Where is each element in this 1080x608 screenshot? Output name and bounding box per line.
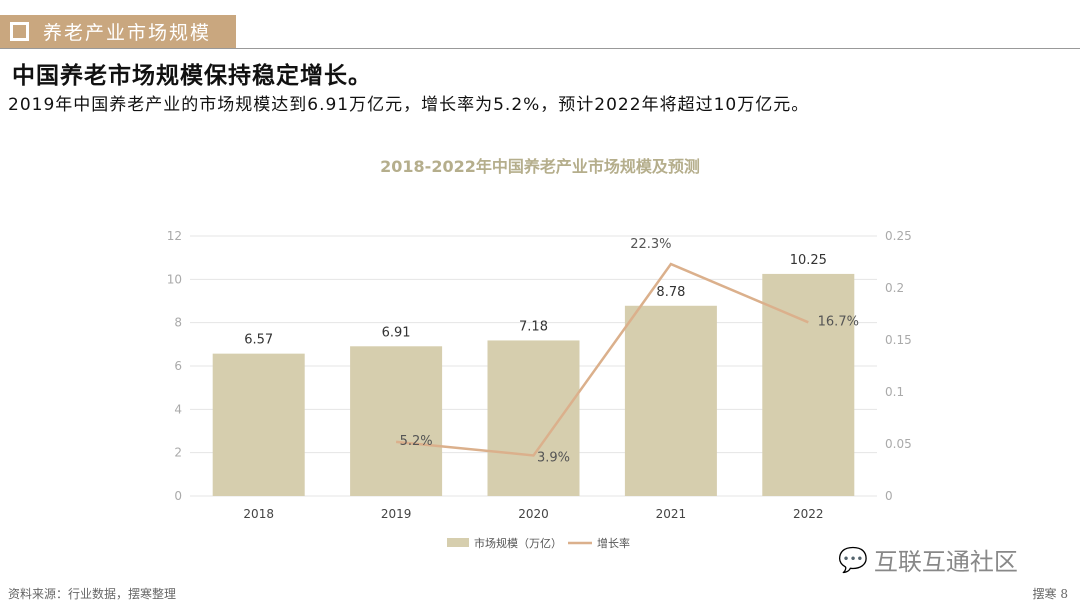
x-tick-label: 2018 bbox=[243, 507, 274, 521]
growth-rate-label: 16.7% bbox=[818, 314, 859, 329]
x-tick-label: 2022 bbox=[793, 507, 824, 521]
left-tick-label: 12 bbox=[167, 229, 182, 243]
right-tick-label: 0.15 bbox=[885, 333, 912, 347]
right-tick-label: 0.25 bbox=[885, 229, 912, 243]
growth-rate-line bbox=[395, 262, 809, 457]
bar-value-label: 6.57 bbox=[244, 333, 273, 348]
right-tick-label: 0.1 bbox=[885, 385, 904, 399]
growth-rate-label: 22.3% bbox=[630, 237, 671, 252]
left-tick-label: 4 bbox=[174, 402, 182, 416]
chart-title: 2018-2022年中国养老产业市场规模及预测 bbox=[380, 157, 700, 176]
bar-2022 bbox=[762, 273, 855, 496]
left-tick-label: 8 bbox=[174, 316, 182, 330]
page-number: 摆寒 8 bbox=[1032, 587, 1068, 601]
x-tick-label: 2019 bbox=[381, 507, 412, 521]
bar-2019 bbox=[350, 346, 443, 496]
legend-bar-label: 市场规模（万亿） bbox=[474, 536, 562, 550]
growth-rate-label: 3.9% bbox=[537, 450, 570, 465]
summary: 2019年中国养老产业的市场规模达到6.91万亿元，增长率为5.2%，预计202… bbox=[8, 95, 810, 115]
divider bbox=[0, 48, 1080, 49]
left-tick-label: 0 bbox=[174, 489, 182, 503]
bar-value-label: 10.25 bbox=[790, 253, 827, 268]
left-tick-label: 10 bbox=[167, 272, 182, 286]
bar-2018 bbox=[212, 353, 305, 496]
left-tick-label: 2 bbox=[174, 446, 182, 460]
x-tick-label: 2021 bbox=[656, 507, 687, 521]
right-tick-label: 0.2 bbox=[885, 281, 904, 295]
wechat-icon: 💬 bbox=[838, 545, 868, 574]
growth-rate-label: 5.2% bbox=[400, 434, 433, 449]
left-tick-label: 6 bbox=[174, 359, 182, 373]
right-tick-label: 0.05 bbox=[885, 437, 912, 451]
watermark: 💬 互联互通社区 bbox=[838, 542, 1018, 577]
section-title: 养老产业市场规模 bbox=[43, 22, 212, 44]
legend-bar-swatch bbox=[447, 538, 469, 547]
square-icon bbox=[10, 22, 29, 41]
bar-value-label: 6.91 bbox=[382, 325, 411, 340]
section-header: 养老产业市场规模 bbox=[0, 15, 236, 48]
watermark-text: 互联互通社区 bbox=[873, 548, 1018, 576]
bar-2021 bbox=[624, 305, 717, 496]
bar-value-label: 8.78 bbox=[656, 285, 685, 300]
bar-value-label: 7.18 bbox=[519, 319, 548, 334]
x-tick-label: 2020 bbox=[518, 507, 549, 521]
right-tick-label: 0 bbox=[885, 489, 893, 503]
source-note: 资料来源：行业数据，摆寒整理 bbox=[8, 587, 177, 601]
legend-line-label: 增长率 bbox=[597, 536, 630, 550]
headline: 中国养老市场规模保持稳定增长。 bbox=[12, 63, 372, 89]
bar-2020 bbox=[487, 340, 580, 496]
